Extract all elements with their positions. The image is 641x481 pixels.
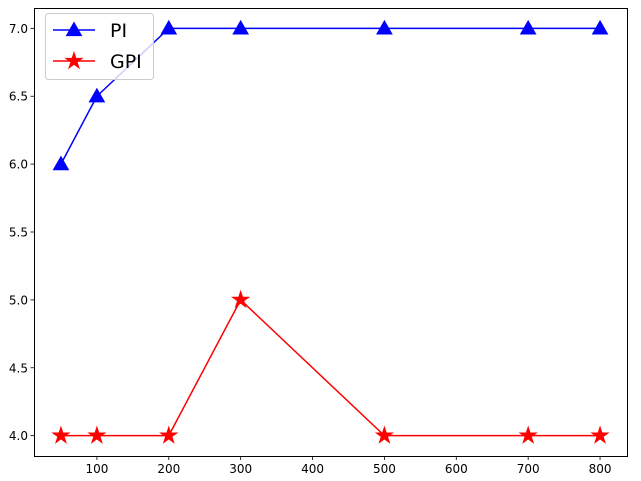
- data-point-pi: [519, 19, 537, 35]
- x-tick-label: 400: [301, 462, 324, 476]
- series-line-gpi: [60, 299, 601, 437]
- data-point-pi: [232, 19, 250, 35]
- legend-label-pi: PI: [110, 20, 127, 42]
- series-gpi: [51, 289, 610, 444]
- y-tick-label: 5.5: [9, 226, 28, 240]
- data-point-pi: [591, 19, 609, 35]
- data-point-gpi: [159, 425, 179, 444]
- legend-marker-gpi: [64, 50, 84, 70]
- x-tick-label: 500: [373, 462, 396, 476]
- data-point-gpi: [518, 425, 538, 444]
- x-tick-label: 200: [157, 462, 180, 476]
- data-point-pi: [376, 19, 393, 35]
- x-tick-label: 100: [85, 462, 108, 476]
- x-tick-label: 300: [229, 462, 252, 476]
- legend: PI GPI: [45, 13, 154, 80]
- data-point-gpi: [231, 289, 251, 309]
- y-tick-label: 6.0: [9, 158, 28, 172]
- y-tick-label: 6.5: [9, 90, 28, 104]
- data-point-gpi: [87, 425, 107, 444]
- x-tick-label: 800: [589, 462, 612, 476]
- data-point-gpi: [51, 425, 71, 444]
- data-point-gpi: [590, 425, 610, 444]
- y-tick-label: 7.0: [9, 22, 28, 36]
- legend-marker-pi: [65, 21, 83, 37]
- plot-frame: [34, 8, 628, 457]
- y-tick-label: 4.5: [9, 361, 28, 375]
- plot-marks: [51, 19, 610, 444]
- x-axis: 100 200 300 400 500 600 700 800: [85, 456, 612, 476]
- y-axis: 4.0 4.5 5.0 5.5 6.0 6.5 7.0: [9, 22, 35, 443]
- series-pi: [52, 19, 609, 171]
- data-point-pi: [88, 87, 106, 103]
- x-tick-label: 700: [517, 462, 540, 476]
- data-point-gpi: [374, 425, 395, 444]
- y-tick-label: 4.0: [9, 429, 28, 443]
- legend-label-gpi: GPI: [110, 51, 142, 73]
- x-tick-label: 600: [445, 462, 468, 476]
- data-point-pi: [52, 155, 70, 171]
- y-tick-label: 5.0: [9, 293, 28, 307]
- data-point-pi: [160, 19, 178, 35]
